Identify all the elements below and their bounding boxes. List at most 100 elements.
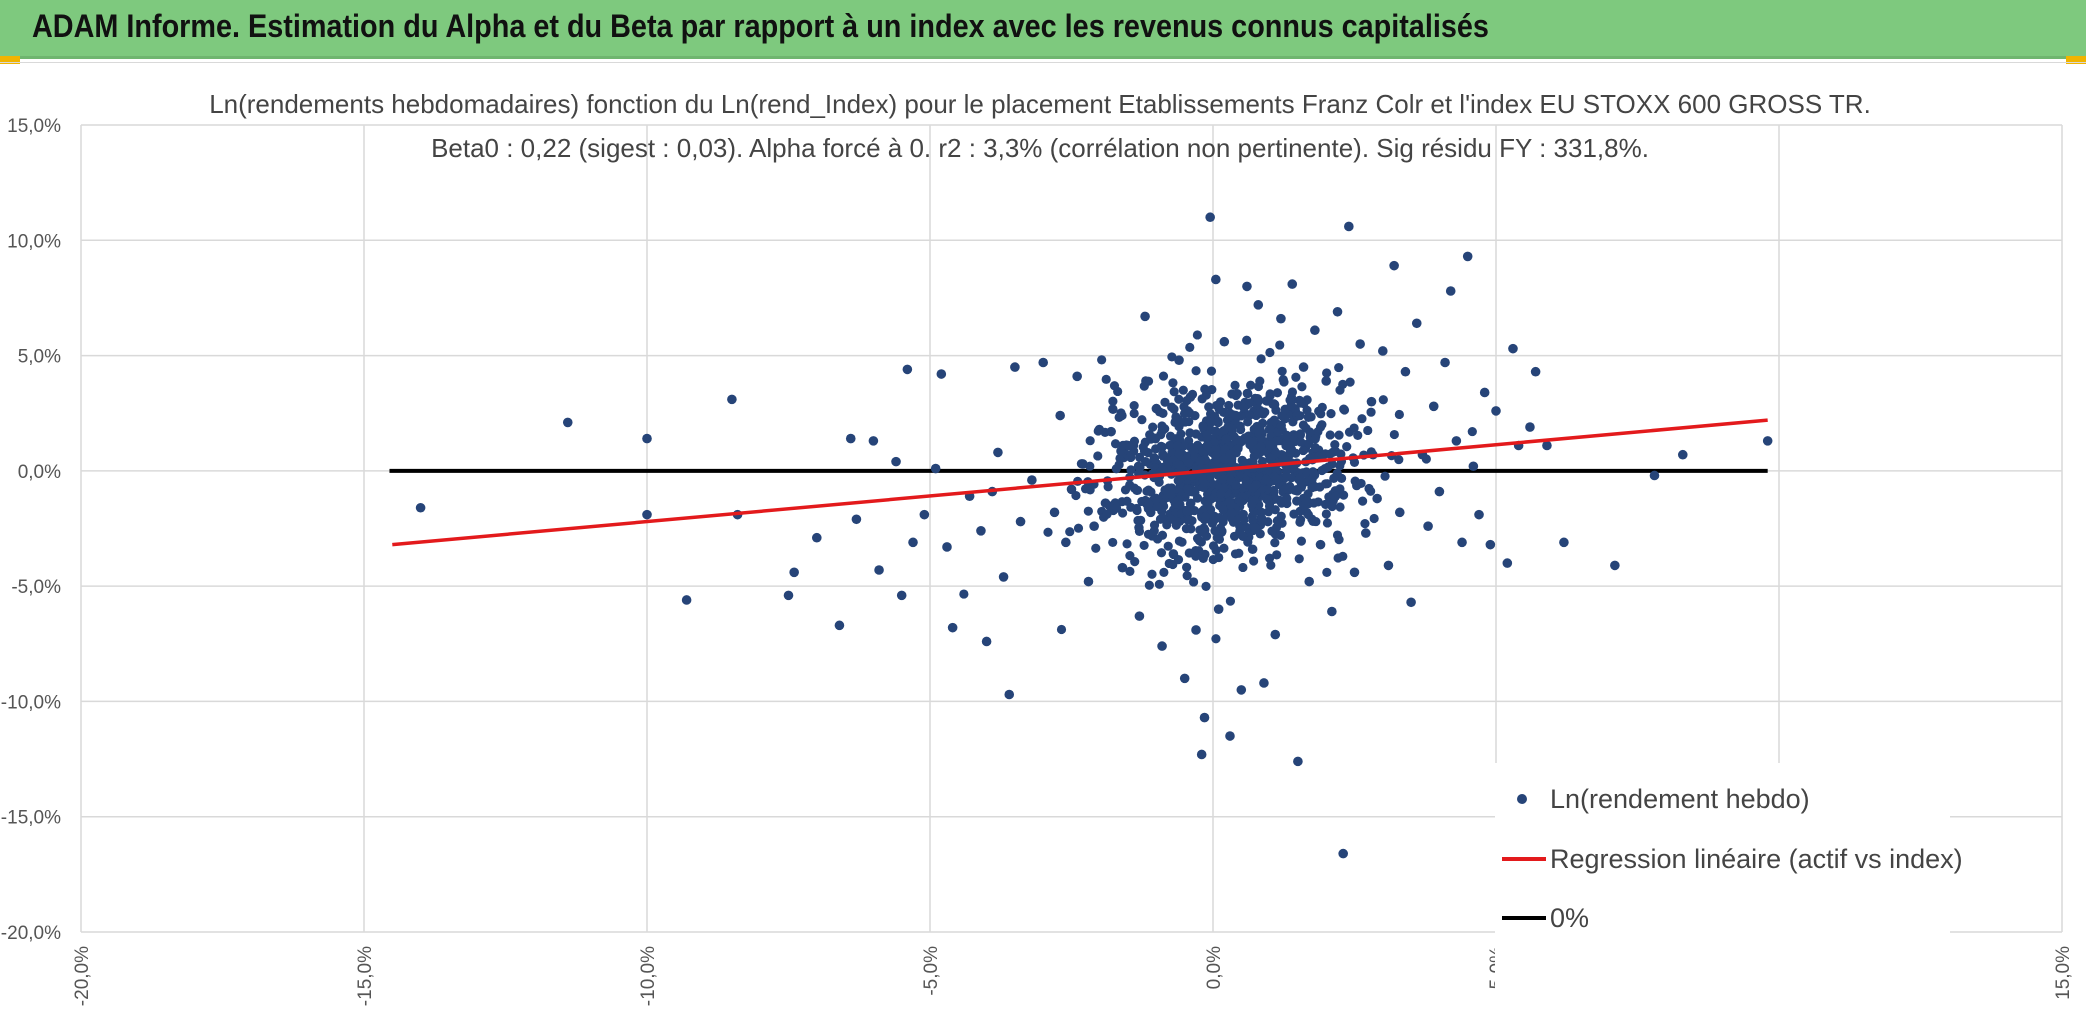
scatter-point xyxy=(1530,366,1541,377)
scatter-point xyxy=(1502,558,1513,568)
scatter-point xyxy=(1158,449,1168,459)
scatter-point xyxy=(1279,377,1289,387)
scatter-point xyxy=(1292,486,1302,496)
scatter-point xyxy=(1215,512,1225,523)
scatter-point xyxy=(1349,567,1360,578)
scatter-point xyxy=(1262,396,1272,406)
scatter-point xyxy=(1295,472,1305,483)
scatter-point xyxy=(1056,624,1067,635)
scatter-point xyxy=(1116,446,1126,456)
scatter-point xyxy=(1264,553,1275,563)
scatter-point xyxy=(1325,449,1335,459)
scatter-point xyxy=(1061,537,1071,548)
legend-background xyxy=(1495,763,1950,1003)
scatter-point xyxy=(1267,526,1277,536)
scatter-point xyxy=(1201,581,1211,592)
scatter-point xyxy=(845,433,856,444)
scatter-point xyxy=(1294,554,1304,564)
scatter-point xyxy=(1206,366,1217,376)
scatter-point xyxy=(642,509,652,520)
scatter-point xyxy=(1440,357,1450,368)
scatter-point xyxy=(1199,712,1210,723)
scatter-point xyxy=(908,537,918,548)
scatter-point xyxy=(1356,478,1366,489)
scatter-point xyxy=(1241,522,1252,533)
scatter-point xyxy=(1134,523,1144,533)
scatter-point xyxy=(1157,641,1167,651)
x-tick-label: -15,0% xyxy=(355,946,376,1006)
scatter-point xyxy=(868,436,879,446)
scatter-point xyxy=(1306,412,1316,422)
scatter-point xyxy=(1233,443,1243,454)
scatter-point xyxy=(1027,475,1037,485)
scatter-point xyxy=(1236,497,1246,507)
legend-label-points: Ln(rendement hebdo) xyxy=(1550,784,1810,814)
scatter-point xyxy=(1559,537,1569,548)
scatter-point xyxy=(1243,417,1253,427)
scatter-point xyxy=(1389,260,1399,271)
scatter-point xyxy=(1004,689,1015,700)
scatter-point xyxy=(1216,489,1226,499)
scatter-point xyxy=(1330,440,1340,450)
scatter-point xyxy=(812,532,822,543)
scatter-point xyxy=(1049,507,1060,518)
scatter-point xyxy=(1206,417,1216,427)
scatter-point xyxy=(1172,441,1182,451)
scatter-point xyxy=(1083,576,1094,587)
scatter-point xyxy=(1264,501,1275,511)
scatter-point xyxy=(1266,453,1276,463)
scatter-point xyxy=(1149,453,1159,463)
scatter-point xyxy=(1189,505,1200,516)
scatter-point xyxy=(1366,486,1376,496)
scatter-point xyxy=(1165,440,1175,451)
scatter-point xyxy=(1171,520,1181,530)
scatter-point xyxy=(1270,629,1281,640)
scatter-point xyxy=(998,572,1009,582)
y-tick-label: 0,0% xyxy=(18,462,61,483)
scatter-point xyxy=(1156,548,1167,558)
scatter-point xyxy=(1269,399,1279,409)
scatter-point xyxy=(1102,509,1112,519)
scatter-point xyxy=(1479,387,1490,398)
scatter-point xyxy=(1122,539,1132,549)
scatter-point xyxy=(1649,470,1660,481)
scatter-point xyxy=(1411,318,1422,329)
scatter-point xyxy=(1247,544,1258,555)
scatter-point xyxy=(1179,441,1189,451)
scatter-point xyxy=(1160,424,1170,434)
scatter-point xyxy=(1198,476,1208,486)
scatter-point xyxy=(1342,442,1352,452)
scatter-point xyxy=(1296,536,1306,546)
scatter-point xyxy=(1238,531,1248,542)
scatter-point xyxy=(1242,335,1252,345)
scatter-point xyxy=(1462,251,1473,262)
scatter-point xyxy=(1191,551,1201,561)
scatter-point xyxy=(1225,497,1235,507)
scatter-point xyxy=(1270,538,1280,548)
scatter-point xyxy=(1177,537,1187,547)
scatter-point xyxy=(1142,486,1152,496)
scatter-point xyxy=(1038,357,1048,368)
scatter-point xyxy=(930,463,941,474)
scatter-point xyxy=(1320,464,1330,474)
scatter-point xyxy=(1214,534,1225,544)
scatter-point xyxy=(1251,523,1261,533)
scatter-point xyxy=(1296,398,1306,408)
scatter-point xyxy=(1451,436,1462,446)
scatter-point xyxy=(1296,437,1306,447)
scatter-point xyxy=(1072,371,1082,382)
scatter-point xyxy=(1253,394,1263,404)
scatter-point xyxy=(1043,527,1053,537)
scatter-point xyxy=(1485,539,1496,550)
scatter-point xyxy=(1147,569,1157,579)
scatter-point xyxy=(1165,431,1176,441)
scatter-point xyxy=(1100,498,1111,508)
scatter-point xyxy=(1276,511,1286,521)
scatter-point xyxy=(1259,678,1269,688)
scatter-point xyxy=(1275,530,1286,540)
chart-title: Ln(rendements hebdomadaires) fonction du… xyxy=(209,89,1871,119)
scatter-point xyxy=(947,622,958,633)
y-tick-label: -10,0% xyxy=(1,692,61,713)
scatter-point xyxy=(1357,414,1367,424)
scatter-point xyxy=(1211,274,1221,285)
